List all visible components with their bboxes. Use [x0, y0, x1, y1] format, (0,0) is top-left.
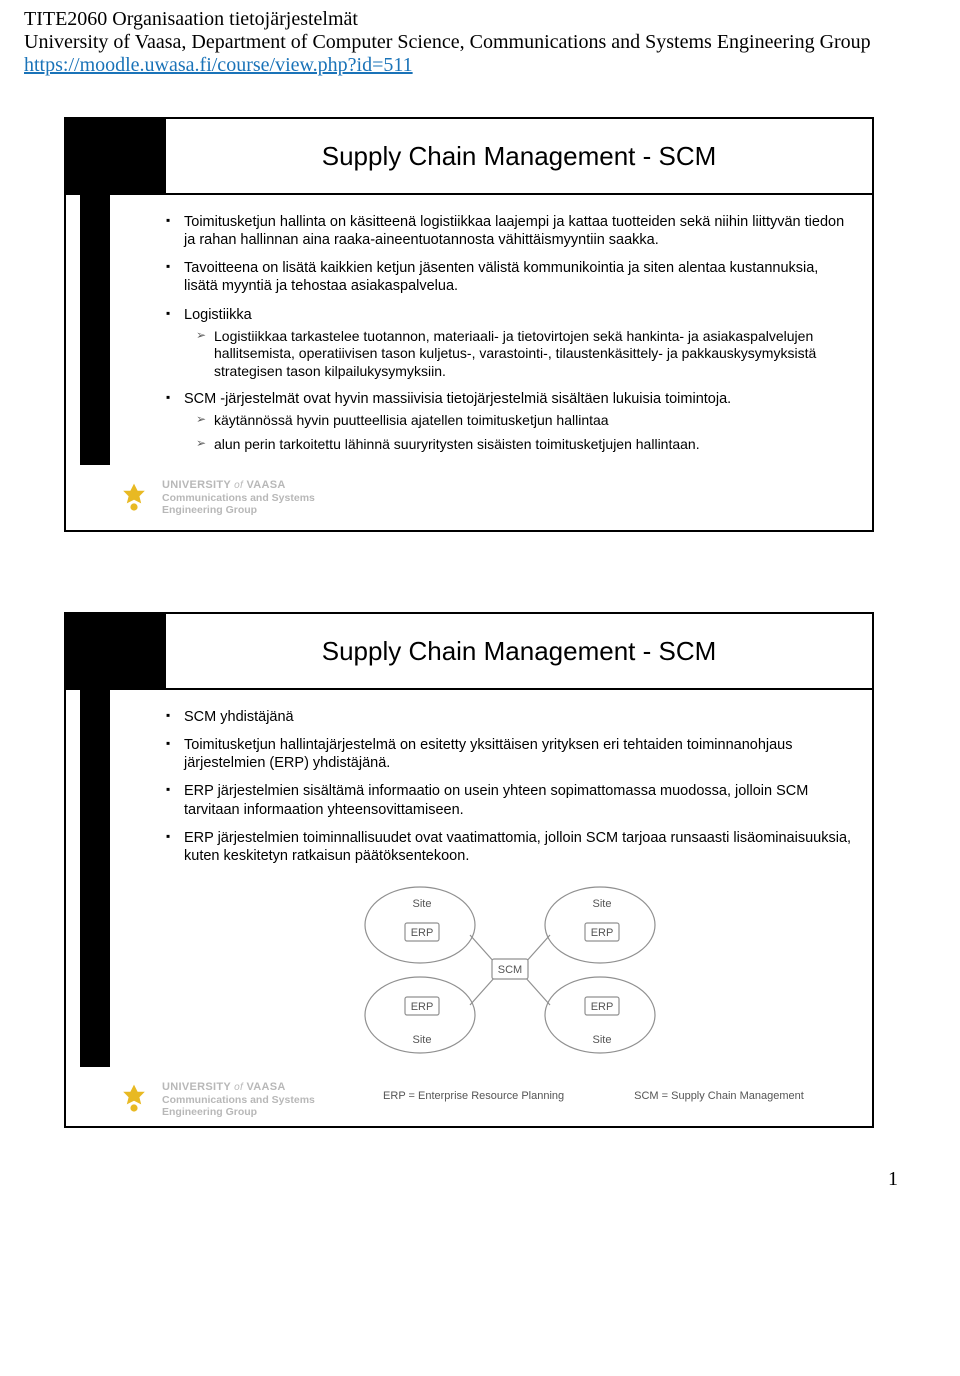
slide-2-content: SCM yhdistäjänä Toimitusketjun hallintaj… [166, 690, 872, 1073]
diagram-site-label: Site [413, 898, 432, 910]
diagram-site-label: Site [413, 1034, 432, 1046]
legend-scm: SCM = Supply Chain Management [634, 1090, 804, 1102]
uvaasa-logo-icon [116, 480, 152, 516]
diagram-legend: ERP = Enterprise Resource Planning SCM =… [383, 1090, 804, 1112]
title-area: Supply Chain Management - SCM [166, 119, 872, 195]
slide-1: Supply Chain Management - SCM Toimituske… [64, 117, 874, 532]
diagram-erp-label: ERP [411, 1001, 434, 1013]
legend-erp: ERP = Enterprise Resource Planning [383, 1090, 564, 1102]
slide-1-title: Supply Chain Management - SCM [322, 141, 717, 172]
title-area: Supply Chain Management - SCM [166, 614, 872, 690]
diagram-scm-label: SCM [498, 964, 522, 976]
header-dept: University of Vaasa, Department of Compu… [24, 31, 936, 54]
footer-text: UNIVERSITY of VAASA Communications and S… [162, 1081, 315, 1118]
diagram-erp-label: ERP [591, 1001, 614, 1013]
slide-footer: UNIVERSITY of VAASA Communications and S… [66, 471, 872, 530]
diagram-site-label: Site [593, 1034, 612, 1046]
title-black-block [66, 119, 166, 195]
sub-bullet-item: Logistiikkaa tarkastelee tuotannon, mate… [184, 328, 854, 381]
title-black-block [66, 614, 166, 690]
diagram-erp-label: ERP [411, 927, 434, 939]
bullet-item: SCM -järjestelmät ovat hyvin massiivisia… [166, 390, 854, 453]
bullet-item: ERP järjestelmien sisältämä informaatio … [166, 782, 854, 818]
slide-body: Toimitusketjun hallinta on käsitteenä lo… [66, 195, 872, 471]
slide-title-bar: Supply Chain Management - SCM [66, 119, 872, 195]
bullet-item: ERP järjestelmien toiminnallisuudet ovat… [166, 829, 854, 865]
header-link[interactable]: https://moodle.uwasa.fi/course/view.php?… [24, 54, 413, 76]
slide-1-content: Toimitusketjun hallinta on käsitteenä lo… [166, 195, 872, 471]
uvaasa-logo-icon [116, 1081, 152, 1117]
page-number: 1 [24, 1168, 936, 1201]
left-gutter [66, 195, 166, 471]
sub-bullet-item: alun perin tarkoitettu lähinnä suuryrity… [184, 436, 854, 454]
bullet-item: Toimitusketjun hallintajärjestelmä on es… [166, 736, 854, 772]
document-page: TITE2060 Organisaation tietojärjestelmät… [0, 0, 960, 1201]
scm-diagram: Site Site Site Site ERP ERP ERP ERP SCM [166, 875, 854, 1065]
sub-bullet-item: käytännössä hyvin puutteellisia ajatelle… [184, 412, 854, 430]
left-black-stripe [80, 195, 110, 465]
diagram-erp-label: ERP [591, 927, 614, 939]
slide-2: Supply Chain Management - SCM SCM yhdist… [64, 612, 874, 1128]
slide-title-bar: Supply Chain Management - SCM [66, 614, 872, 690]
bullet-item: SCM yhdistäjänä [166, 708, 854, 726]
bullet-item: Logistiikka Logistiikkaa tarkastelee tuo… [166, 306, 854, 381]
left-black-stripe [80, 690, 110, 1067]
bullet-item: Toimitusketjun hallinta on käsitteenä lo… [166, 213, 854, 249]
left-gutter [66, 690, 166, 1073]
diagram-site-label: Site [593, 898, 612, 910]
footer-text: UNIVERSITY of VAASA Communications and S… [162, 479, 315, 516]
slide-body: SCM yhdistäjänä Toimitusketjun hallintaj… [66, 690, 872, 1073]
bullet-item: Tavoitteena on lisätä kaikkien ketjun jä… [166, 259, 854, 295]
slide-2-title: Supply Chain Management - SCM [322, 636, 717, 667]
header-course: TITE2060 Organisaation tietojärjestelmät [24, 8, 936, 31]
slide-footer: UNIVERSITY of VAASA Communications and S… [66, 1073, 315, 1126]
